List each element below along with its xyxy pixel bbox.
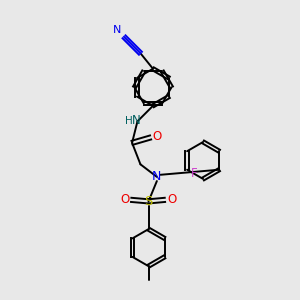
Text: O: O <box>167 194 176 206</box>
Text: F: F <box>191 167 198 180</box>
Text: N: N <box>132 114 140 127</box>
Text: S: S <box>144 195 153 208</box>
Text: N: N <box>152 170 162 183</box>
Text: O: O <box>152 130 162 143</box>
Text: N: N <box>113 25 122 35</box>
Text: O: O <box>120 194 129 206</box>
Text: H: H <box>124 116 132 126</box>
